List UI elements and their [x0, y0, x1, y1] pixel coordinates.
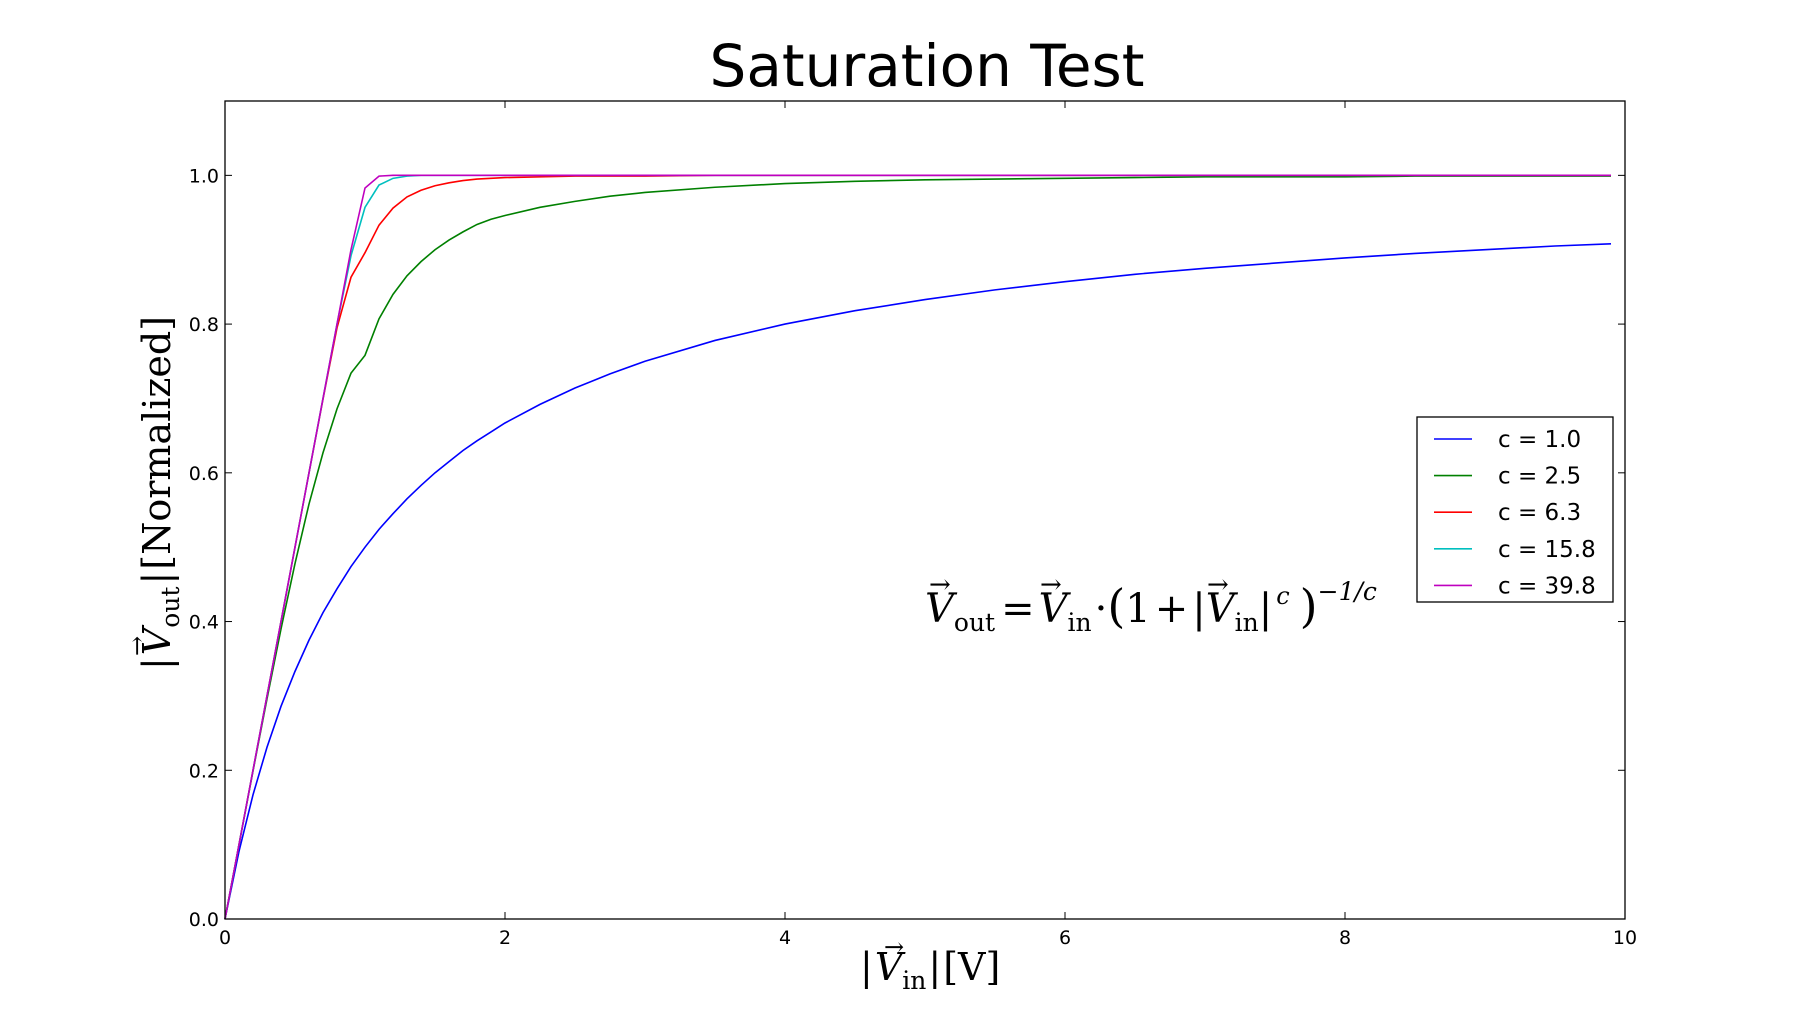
chart-title: Saturation Test — [710, 32, 1145, 100]
y-tick-label: 0.0 — [189, 909, 219, 931]
y-axis-label: |Vout|[Normalized] → — [123, 316, 185, 670]
series-line-3 — [224, 174, 1611, 920]
legend-label: c = 39.8 — [1498, 573, 1596, 599]
series-line-5 — [224, 174, 1611, 920]
legend-box — [1416, 416, 1614, 603]
eq-rhs-arrow: → — [1040, 570, 1062, 600]
legend: c = 1.0 c = 2.5 c = 6.3 c = 15.8 c = 39.8 — [1416, 416, 1614, 603]
x-tick-label: 4 — [779, 927, 791, 949]
y-tick-label: 0.2 — [189, 760, 219, 782]
x-tick-label: 10 — [1613, 927, 1637, 949]
equation-annotation: Vout = Vin·(1 + |Vin| c)−1/c → → → — [925, 570, 1377, 637]
svg-text:|Vout|[Normalized]: |Vout|[Normalized] — [135, 316, 185, 670]
x-label-vector-arrow: → — [884, 933, 904, 961]
legend-label: c = 2.5 — [1498, 464, 1581, 490]
x-tick-label: 0 — [219, 927, 231, 949]
x-ticks: 0 2 4 6 8 10 — [219, 101, 1637, 949]
eq-lhs-arrow: → — [929, 570, 951, 600]
x-tick-label: 6 — [1059, 927, 1071, 949]
legend-label: c = 15.8 — [1498, 537, 1596, 563]
x-tick-label: 8 — [1339, 927, 1351, 949]
legend-label: c = 6.3 — [1498, 500, 1581, 526]
y-tick-label: 0.4 — [189, 612, 219, 634]
series-line-1 — [224, 242, 1612, 920]
series-layer — [224, 174, 1612, 920]
y-tick-label: 1.0 — [189, 165, 219, 187]
y-tick-label: 0.8 — [189, 314, 219, 336]
eq-inner-arrow: → — [1207, 570, 1229, 600]
plot-frame — [224, 100, 1626, 920]
series-line-4 — [224, 174, 1611, 920]
y-ticks: 0.0 0.2 0.4 0.6 0.8 1.0 — [189, 165, 1625, 931]
y-tick-label: 0.6 — [189, 463, 219, 485]
y-label-vector-arrow: → — [123, 636, 151, 656]
legend-label: c = 1.0 — [1498, 427, 1581, 453]
svg-text:Vout=Vin·(1+|Vin|c)−1/c: Vout = Vin·(1 + |Vin| c)−1/c — [925, 577, 1377, 637]
series-line-2 — [224, 175, 1611, 920]
svg-text:|Vin|[V]: |Vin|[V] — [860, 945, 1000, 995]
x-tick-label: 2 — [499, 927, 511, 949]
x-axis-label: |Vin|[V] → — [860, 933, 1000, 995]
